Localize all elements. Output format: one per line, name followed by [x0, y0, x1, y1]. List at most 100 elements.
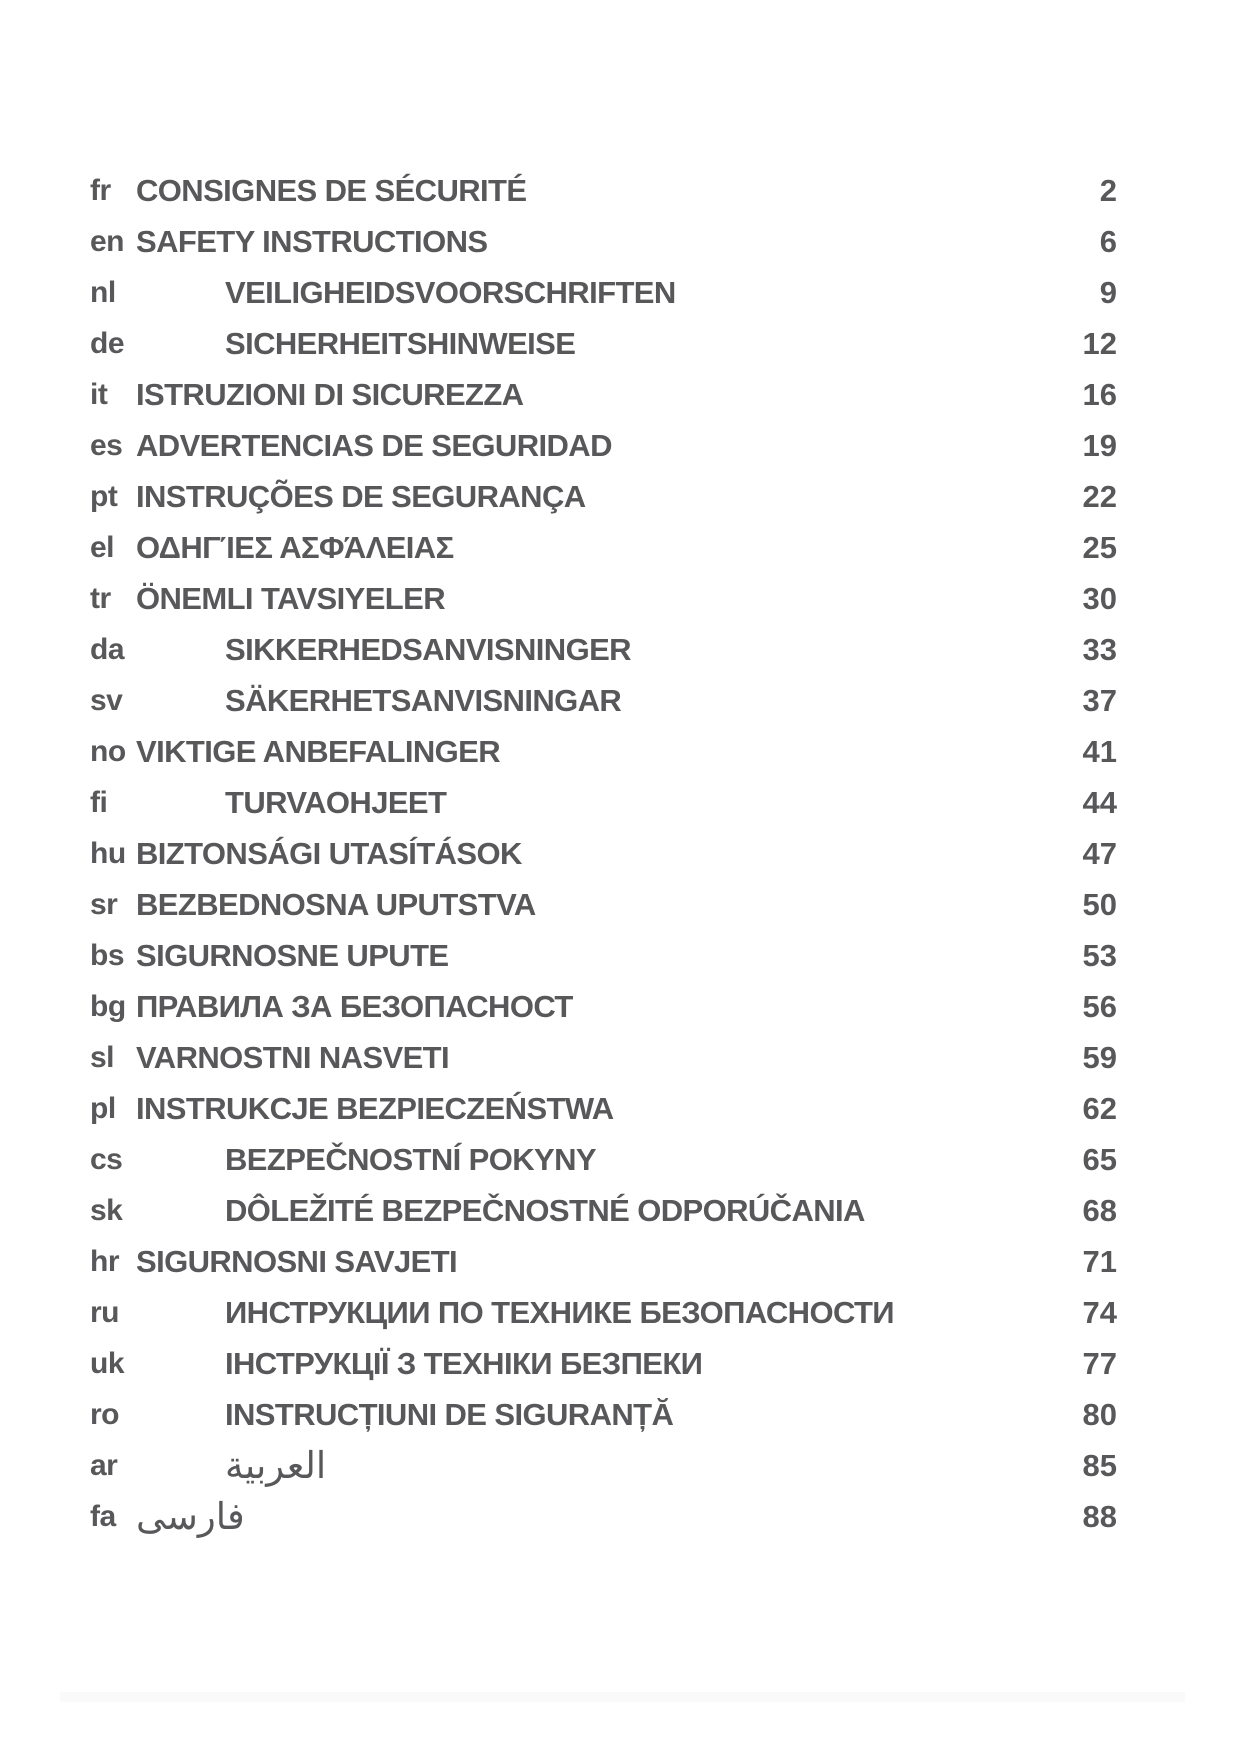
section-title: INSTRUÇÕES DE SEGURANÇA — [136, 478, 586, 514]
section-title: SÄKERHETSANVISNINGAR — [225, 682, 622, 718]
toc-row: cs BEZPEČNOSTNÍ POKYNY 65 — [90, 1134, 1117, 1185]
toc-row: hr SIGURNOSNI SAVJETI 71 — [90, 1236, 1117, 1287]
language-code: en — [90, 224, 125, 258]
toc-row: sk DÔLEŽITÉ BEZPEČNOSTNÉ ODPORÚČANIA 68 — [90, 1185, 1117, 1236]
section-title: INSTRUKCJE BEZPIECZEŃSTWA — [136, 1090, 614, 1126]
language-code: fi — [90, 785, 108, 819]
page-number: 68 — [1082, 1192, 1117, 1228]
section-title: VARNOSTNI NASVETI — [136, 1039, 450, 1075]
section-title: CONSIGNES DE SÉCURITÉ — [136, 172, 527, 208]
language-code: de — [90, 326, 125, 360]
toc-row: en SAFETY INSTRUCTIONS 6 — [90, 216, 1117, 267]
section-title: VEILIGHEIDSVOORSCHRIFTEN — [225, 274, 676, 310]
page-number: 9 — [1099, 274, 1117, 310]
section-title: SAFETY INSTRUCTIONS — [136, 223, 488, 259]
page-number: 12 — [1082, 325, 1117, 361]
toc-row: ro INSTRUCȚIUNI DE SIGURANȚĂ 80 — [90, 1389, 1117, 1440]
language-code: sk — [90, 1193, 123, 1227]
page-number: 53 — [1082, 937, 1117, 973]
page-number: 37 — [1082, 682, 1117, 718]
toc-row: bs SIGURNOSNE UPUTE 53 — [90, 930, 1117, 981]
page-number: 80 — [1082, 1396, 1117, 1432]
language-code: sl — [90, 1040, 115, 1074]
language-code: bg — [90, 989, 126, 1023]
language-code: pl — [90, 1091, 116, 1125]
page-number: 22 — [1082, 478, 1117, 514]
toc-row: fi TURVAOHJEET 44 — [90, 777, 1117, 828]
section-title: TURVAOHJEET — [225, 784, 447, 820]
language-code: no — [90, 734, 126, 768]
page-number: 16 — [1082, 376, 1117, 412]
toc-row: sl VARNOSTNI NASVETI 59 — [90, 1032, 1117, 1083]
language-code: cs — [90, 1142, 123, 1176]
page-number: 6 — [1099, 223, 1117, 259]
section-title: VIKTIGE ANBEFALINGER — [136, 733, 501, 769]
toc-row: tr ÖNEMLI TAVSIYELER 30 — [90, 573, 1117, 624]
language-code: ro — [90, 1397, 120, 1431]
language-code: ar — [90, 1448, 118, 1482]
page-number: 59 — [1082, 1039, 1117, 1075]
language-code: ru — [90, 1295, 120, 1329]
language-code: hr — [90, 1244, 120, 1278]
language-code: hu — [90, 836, 126, 870]
footer-separator-bar — [60, 1692, 1185, 1702]
section-title: ADVERTENCIAS DE SEGURIDAD — [136, 427, 612, 463]
page-number: 71 — [1082, 1243, 1117, 1279]
toc-row: es ADVERTENCIAS DE SEGURIDAD 19 — [90, 420, 1117, 471]
toc-row: sv SÄKERHETSANVISNINGAR 37 — [90, 675, 1117, 726]
toc-row: pt INSTRUÇÕES DE SEGURANÇA 22 — [90, 471, 1117, 522]
page-number: 77 — [1082, 1345, 1117, 1381]
toc-row: uk ІНСТРУКЦІЇ З ТЕХНІКИ БЕЗПЕКИ 77 — [90, 1338, 1117, 1389]
toc-row: da SIKKERHEDSANVISNINGER 33 — [90, 624, 1117, 675]
section-title: SIGURNOSNE UPUTE — [136, 937, 449, 973]
section-title: ΟΔΗΓΊΕΣ ΑΣΦΆΛΕΙΑΣ — [136, 529, 454, 565]
language-code: it — [90, 377, 108, 411]
language-code: fa — [90, 1499, 116, 1533]
section-title: SIKKERHEDSANVISNINGER — [225, 631, 632, 667]
toc-row: nl VEILIGHEIDSVOORSCHRIFTEN 9 — [90, 267, 1117, 318]
language-code: uk — [90, 1346, 125, 1380]
toc-row: bg ПРАВИЛА ЗА БЕЗОПАСНОСТ 56 — [90, 981, 1117, 1032]
page-number: 25 — [1082, 529, 1117, 565]
language-code: bs — [90, 938, 125, 972]
language-code: tr — [90, 581, 111, 615]
language-code: da — [90, 632, 125, 666]
toc-row: de SICHERHEITSHINWEISE 12 — [90, 318, 1117, 369]
language-code: sr — [90, 887, 118, 921]
toc-row: no VIKTIGE ANBEFALINGER 41 — [90, 726, 1117, 777]
section-title: العربية — [225, 1445, 327, 1486]
page-number: 74 — [1082, 1294, 1117, 1330]
section-title: ISTRUZIONI DI SICUREZZA — [136, 376, 524, 412]
page-number: 30 — [1082, 580, 1117, 616]
toc-row: hu BIZTONSÁGI UTASÍTÁSOK 47 — [90, 828, 1117, 879]
page-number: 88 — [1082, 1498, 1117, 1534]
toc-list: fr CONSIGNES DE SÉCURITÉ 2 en SAFETY INS… — [90, 165, 1117, 1542]
toc-row: fr CONSIGNES DE SÉCURITÉ 2 — [90, 165, 1117, 216]
section-title: ІНСТРУКЦІЇ З ТЕХНІКИ БЕЗПЕКИ — [225, 1345, 703, 1381]
section-title: BEZPEČNOSTNÍ POKYNY — [225, 1141, 597, 1177]
toc-row: ru ИНСТРУКЦИИ ПО ТЕХНИКЕ БЕЗОПАСНОСТИ 74 — [90, 1287, 1117, 1338]
page-number: 65 — [1082, 1141, 1117, 1177]
page-number: 50 — [1082, 886, 1117, 922]
section-title: BIZTONSÁGI UTASÍTÁSOK — [136, 835, 522, 871]
page-number: 47 — [1082, 835, 1117, 871]
section-title: DÔLEŽITÉ BEZPEČNOSTNÉ ODPORÚČANIA — [225, 1192, 865, 1228]
page-number: 56 — [1082, 988, 1117, 1024]
toc-row: it ISTRUZIONI DI SICUREZZA 16 — [90, 369, 1117, 420]
page-number: 62 — [1082, 1090, 1117, 1126]
section-title: ИНСТРУКЦИИ ПО ТЕХНИКЕ БЕЗОПАСНОСТИ — [225, 1294, 895, 1330]
section-title: INSTRUCȚIUNI DE SIGURANȚĂ — [225, 1396, 674, 1432]
toc-row: sr BEZBEDNOSNA UPUTSTVA 50 — [90, 879, 1117, 930]
page-number: 44 — [1082, 784, 1117, 820]
language-code: pt — [90, 479, 118, 513]
language-code: es — [90, 428, 123, 462]
section-title: SICHERHEITSHINWEISE — [225, 325, 576, 361]
section-title: ПРАВИЛА ЗА БЕЗОПАСНОСТ — [136, 988, 573, 1024]
page-number: 2 — [1099, 172, 1117, 208]
toc-row: el ΟΔΗΓΊΕΣ ΑΣΦΆΛΕΙΑΣ 25 — [90, 522, 1117, 573]
section-title: ÖNEMLI TAVSIYELER — [136, 580, 446, 616]
language-code: el — [90, 530, 115, 564]
language-code: sv — [90, 683, 123, 717]
page-number: 33 — [1082, 631, 1117, 667]
